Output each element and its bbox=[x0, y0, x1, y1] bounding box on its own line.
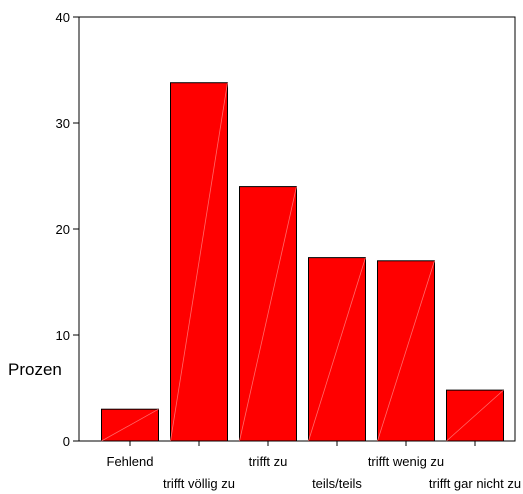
bar-shade-5 bbox=[446, 389, 504, 442]
bar-shade-1 bbox=[170, 82, 228, 442]
y-axis-label: Prozen bbox=[8, 360, 62, 379]
bar-shade-2 bbox=[239, 186, 297, 442]
bar-4 bbox=[377, 260, 435, 442]
y-tick-label-4: 40 bbox=[56, 10, 70, 25]
bar-5 bbox=[446, 389, 504, 442]
x-category-label-2: trifft zu bbox=[249, 454, 288, 469]
y-tick-label-2: 20 bbox=[56, 222, 70, 237]
x-category-label-5: trifft gar nicht zu bbox=[429, 476, 521, 491]
y-tick-label-0: 0 bbox=[63, 434, 70, 449]
bar-0 bbox=[101, 408, 159, 442]
bar-3 bbox=[308, 257, 366, 442]
bar-1 bbox=[170, 82, 228, 442]
x-category-label-0: Fehlend bbox=[107, 454, 154, 469]
bar-shade-3 bbox=[308, 257, 366, 442]
x-category-label-1: trifft völlig zu bbox=[163, 476, 235, 491]
y-tick-label-1: 10 bbox=[56, 328, 70, 343]
x-axis-labels: Fehlend trifft völlig zu trifft zu teils/te… bbox=[107, 441, 521, 491]
bar-shade-4 bbox=[377, 260, 435, 442]
y-axis: 0 10 20 30 40 bbox=[56, 10, 79, 449]
y-tick-label-3: 30 bbox=[56, 116, 70, 131]
x-category-label-4: trifft wenig zu bbox=[368, 454, 444, 469]
bar-shade-0 bbox=[101, 408, 159, 442]
bar-2 bbox=[239, 186, 297, 442]
bars bbox=[101, 82, 504, 442]
x-category-label-3: teils/teils bbox=[312, 476, 362, 491]
